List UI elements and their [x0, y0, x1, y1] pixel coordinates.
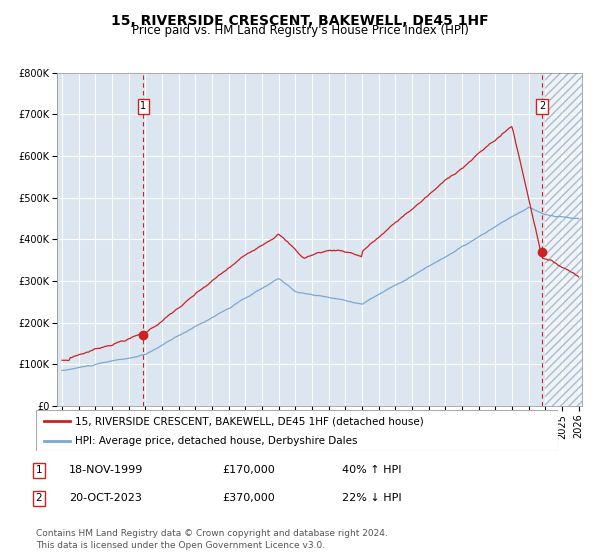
FancyBboxPatch shape: [36, 410, 558, 451]
Text: 2: 2: [539, 101, 545, 111]
Text: Price paid vs. HM Land Registry's House Price Index (HPI): Price paid vs. HM Land Registry's House …: [131, 24, 469, 37]
Text: HPI: Average price, detached house, Derbyshire Dales: HPI: Average price, detached house, Derb…: [75, 436, 358, 446]
Text: 20-OCT-2023: 20-OCT-2023: [69, 493, 142, 503]
Text: 40% ↑ HPI: 40% ↑ HPI: [342, 465, 401, 475]
Text: 15, RIVERSIDE CRESCENT, BAKEWELL, DE45 1HF (detached house): 15, RIVERSIDE CRESCENT, BAKEWELL, DE45 1…: [75, 417, 424, 426]
Text: 2: 2: [35, 493, 43, 503]
Text: 1: 1: [140, 101, 146, 111]
Text: Contains HM Land Registry data © Crown copyright and database right 2024.
This d: Contains HM Land Registry data © Crown c…: [36, 529, 388, 550]
Bar: [545, 73, 582, 406]
Text: 15, RIVERSIDE CRESCENT, BAKEWELL, DE45 1HF: 15, RIVERSIDE CRESCENT, BAKEWELL, DE45 1…: [111, 14, 489, 28]
Bar: [545, 73, 582, 406]
Text: 18-NOV-1999: 18-NOV-1999: [69, 465, 143, 475]
Text: 22% ↓ HPI: 22% ↓ HPI: [342, 493, 401, 503]
Text: £370,000: £370,000: [222, 493, 275, 503]
Text: £170,000: £170,000: [222, 465, 275, 475]
Text: 1: 1: [35, 465, 43, 475]
